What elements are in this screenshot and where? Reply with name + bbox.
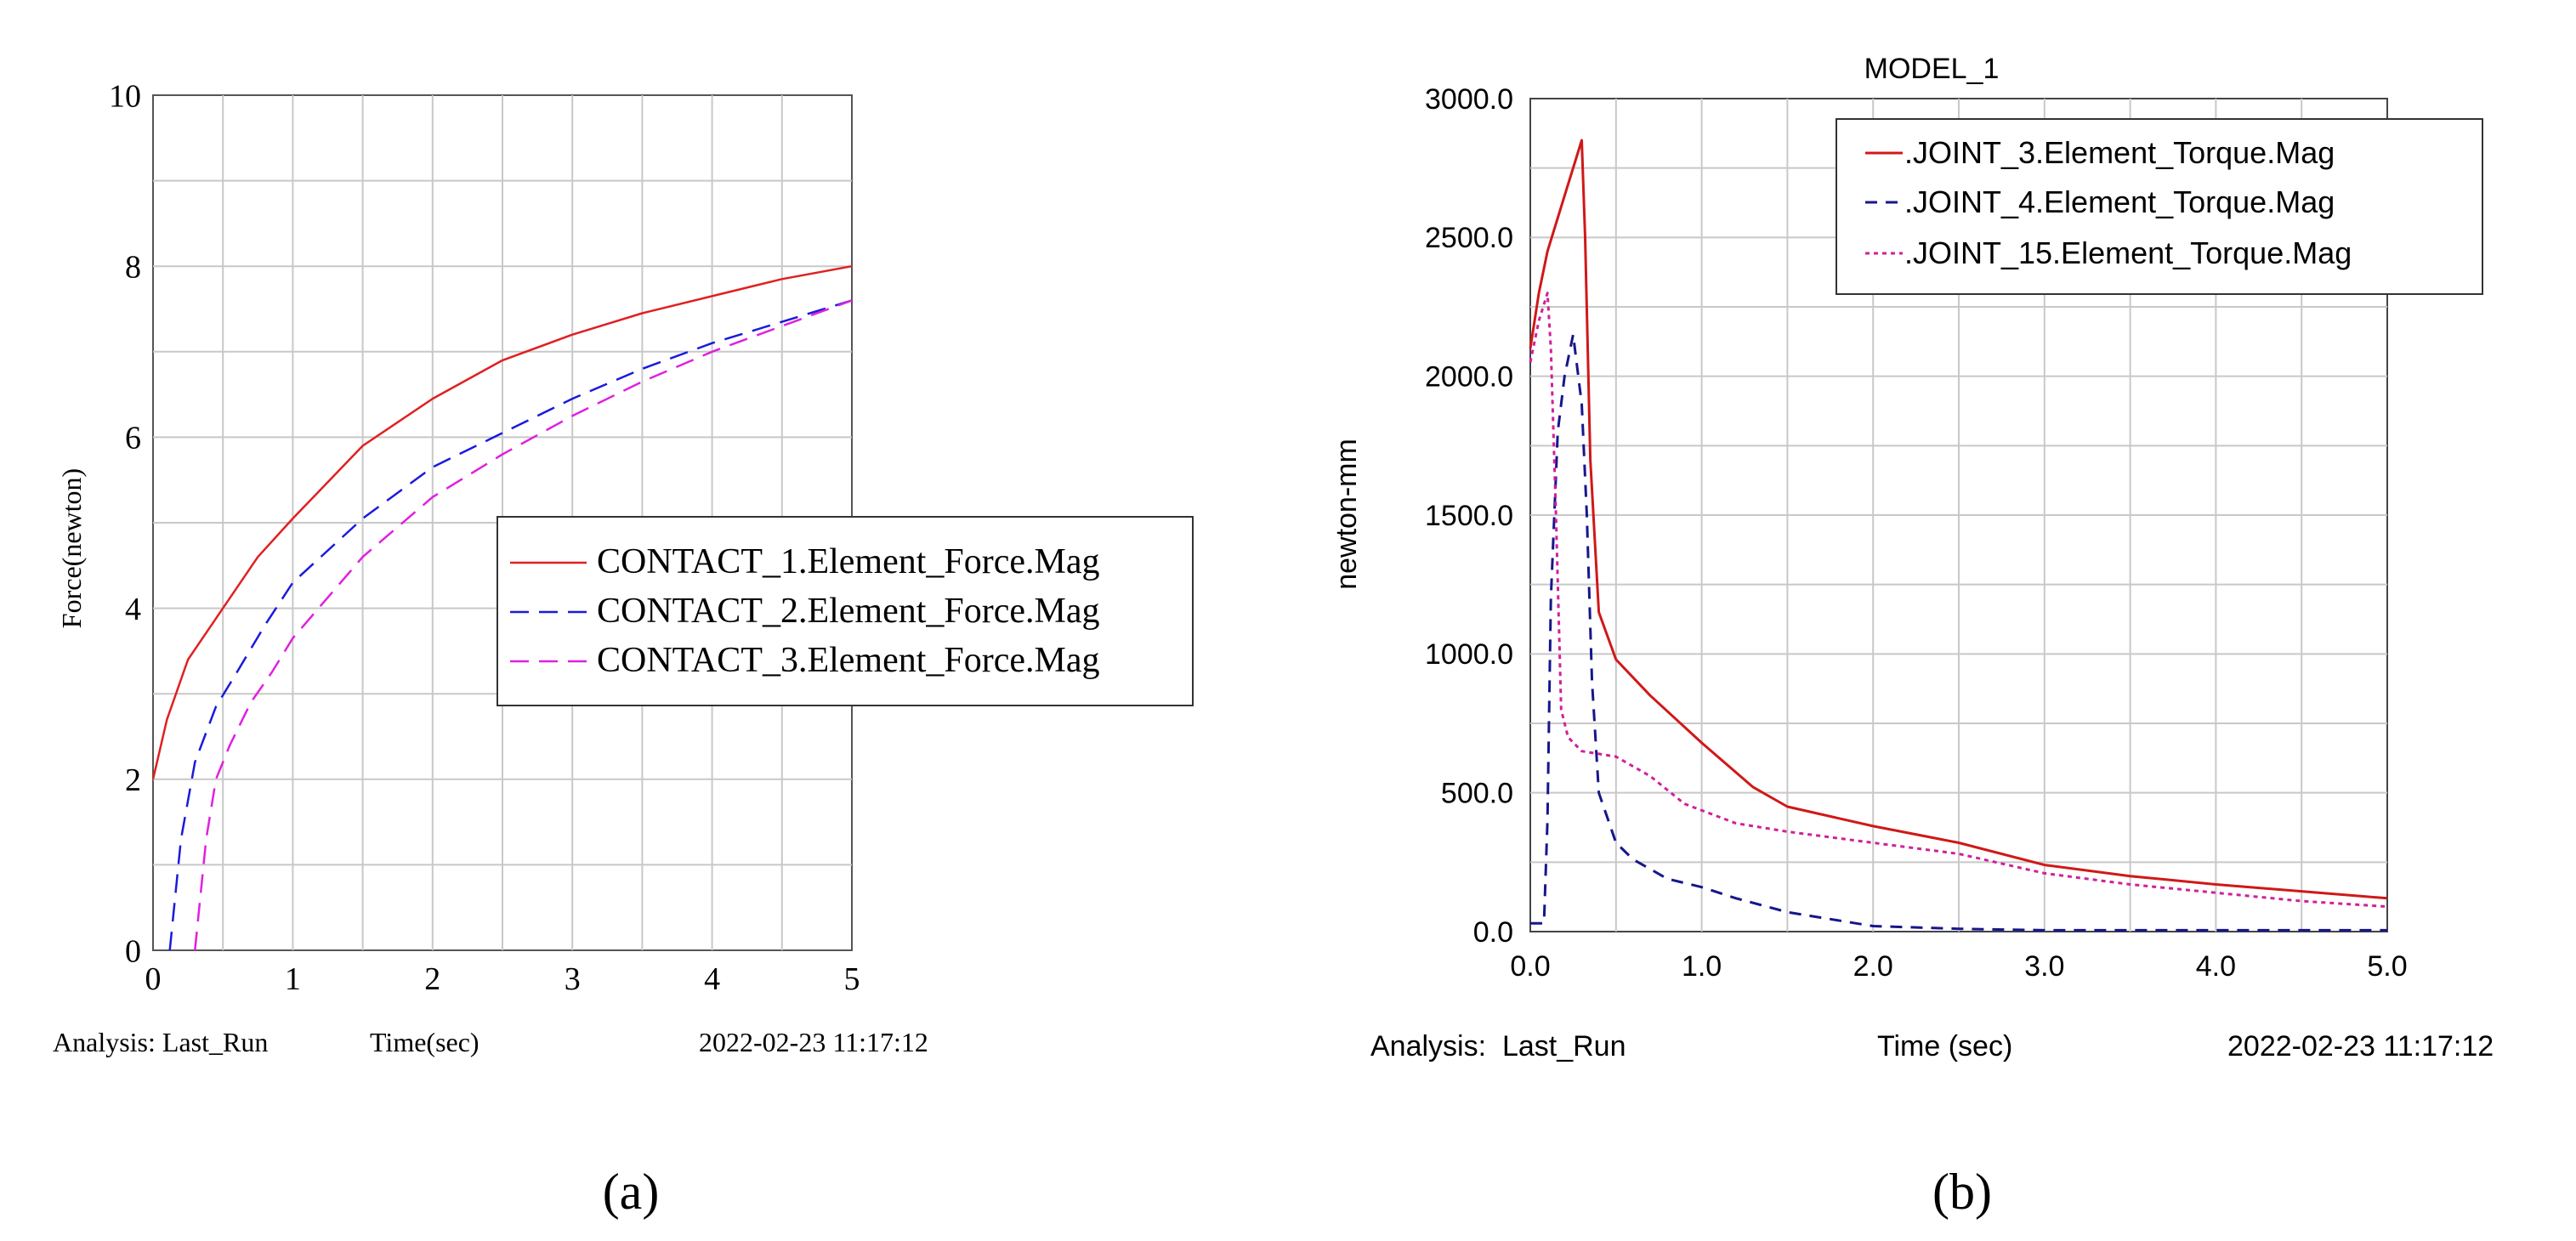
chart-a-y-tick-label: 6 [125, 421, 141, 456]
chart-b-legend: .JOINT_3.Element_Torque.Mag .JOINT_4.Ele… [1836, 118, 2483, 295]
chart-b-y-axis-label: newton-mm [1331, 439, 1363, 590]
chart-b-x-tick-label: 3.0 [2024, 950, 2064, 983]
chart-a-legend-item-1: CONTACT_1.Element_Force.Mag [510, 542, 1100, 581]
chart-b-legend-item-1: .JOINT_3.Element_Torque.Mag [1865, 135, 2335, 170]
chart-b-series [1529, 139, 2388, 932]
chart-a-tick-labels: 0 1 2 3 4 5 0 2 4 6 8 10 [109, 78, 860, 997]
chart-b-series-line-2 [1530, 333, 2387, 932]
chart-a-legend-label-3: CONTACT_3.Element_Force.Mag [597, 641, 1100, 680]
chart-b-footer-right: 2022-02-23 11:17:12 [2227, 1030, 2494, 1062]
chart-a: 0 1 2 3 4 5 0 2 4 6 8 10 Force(newton) Analysis: La… [53, 78, 1194, 1220]
chart-b-x-axis-label: Time (sec) [1877, 1030, 2012, 1062]
chart-a-x-tick-label: 1 [285, 961, 301, 997]
chart-a-x-tick-label: 2 [424, 961, 440, 997]
chart-a-legend-item-3: CONTACT_3.Element_Force.Mag [510, 641, 1100, 680]
chart-a-footer-left: Analysis: Last_Run [53, 1027, 268, 1057]
chart-a-legend-label-1: CONTACT_1.Element_Force.Mag [597, 542, 1100, 581]
chart-b-y-tick-label: 500.0 [1441, 778, 1513, 810]
chart-b-legend-label-3: .JOINT_15.Element_Torque.Mag [1904, 235, 2352, 270]
chart-a-series-line-1 [151, 264, 853, 780]
chart-b-legend-label-1: .JOINT_3.Element_Torque.Mag [1904, 135, 2335, 170]
chart-a-y-tick-label: 0 [125, 933, 141, 969]
chart-b-legend-label-2: .JOINT_4.Element_Torque.Mag [1904, 184, 2335, 219]
chart-a-x-tick-label: 3 [565, 961, 581, 997]
chart-a-panel-label: (a) [603, 1164, 660, 1220]
chart-a-series [151, 264, 853, 951]
chart-a-y-tick-label: 8 [125, 250, 141, 286]
chart-a-y-tick-label: 10 [109, 78, 141, 114]
chart-b-x-tick-label: 5.0 [2367, 950, 2407, 983]
chart-b-y-tick-label: 0.0 [1473, 916, 1513, 949]
chart-b-x-tick-label: 4.0 [2196, 950, 2236, 983]
chart-a-legend: CONTACT_1.Element_Force.Mag CONTACT_2.El… [496, 516, 1194, 706]
chart-b-tick-labels: 0.0 1.0 2.0 3.0 4.0 5.0 0.0 500.0 1000.0 1500.0 20… [1425, 83, 2408, 983]
chart-b-legend-item-2: .JOINT_4.Element_Torque.Mag [1865, 184, 2335, 219]
chart-b-y-tick-label: 2500.0 [1425, 222, 1513, 254]
chart-b-panel-label: (b) [1932, 1164, 1992, 1220]
chart-b-x-tick-label: 1.0 [1682, 950, 1722, 983]
chart-b-legend-item-3: .JOINT_15.Element_Torque.Mag [1865, 235, 2352, 270]
chart-b-x-tick-label: 0.0 [1510, 950, 1550, 983]
chart-b-y-tick-label: 1000.0 [1425, 638, 1513, 671]
chart-a-legend-box [496, 516, 1194, 706]
chart-b: MODEL_1 0.0 1.0 2.0 3.0 4.0 5.0 0.0 500.0 1000.0… [1331, 53, 2494, 1220]
chart-b-series-line-1 [1529, 139, 2388, 900]
chart-a-series-line-3 [194, 299, 853, 951]
chart-b-x-tick-label: 2.0 [1853, 950, 1893, 983]
chart-b-series-line-3 [1529, 292, 2388, 909]
chart-a-x-tick-label: 0 [145, 961, 162, 997]
chart-a-y-tick-label: 4 [125, 592, 141, 627]
chart-a-y-axis-label: Force(newton) [56, 468, 87, 628]
chart-a-legend-label-2: CONTACT_2.Element_Force.Mag [597, 592, 1100, 631]
chart-a-x-tick-label: 4 [704, 961, 720, 997]
chart-b-legend-box [1836, 118, 2483, 295]
chart-a-y-tick-label: 2 [125, 762, 141, 798]
chart-a-series-line-2 [168, 299, 853, 951]
chart-b-title: MODEL_1 [1864, 53, 2000, 85]
chart-b-footer-left: Analysis: Last_Run [1370, 1030, 1626, 1062]
chart-a-legend-item-2: CONTACT_2.Element_Force.Mag [510, 592, 1100, 631]
chart-a-x-tick-label: 5 [844, 961, 860, 997]
chart-b-y-tick-label: 1500.0 [1425, 500, 1513, 532]
chart-b-y-tick-label: 3000.0 [1425, 83, 1513, 116]
chart-b-y-tick-label: 2000.0 [1425, 361, 1513, 394]
chart-a-footer-right: 2022-02-23 11:17:12 [699, 1027, 928, 1057]
chart-a-x-axis-label: Time(sec) [370, 1027, 479, 1057]
